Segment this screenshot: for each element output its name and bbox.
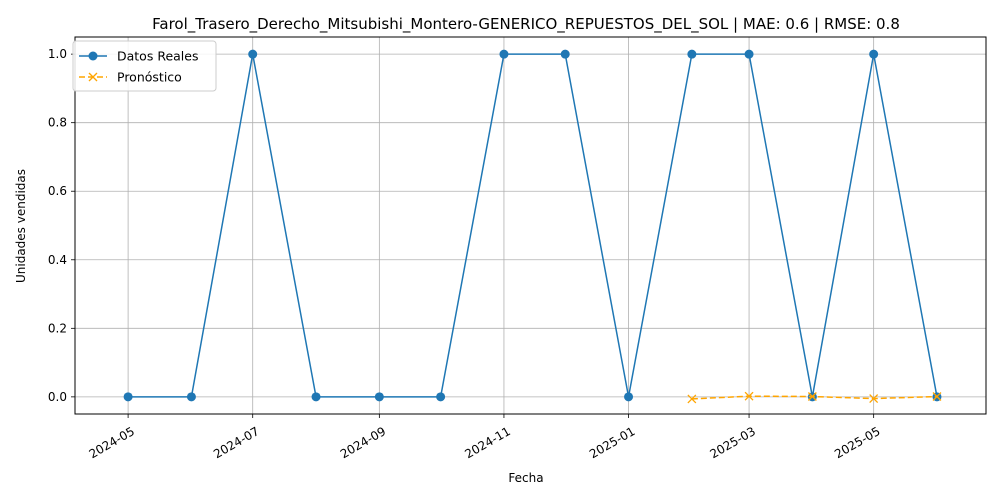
x-marker-stroke (88, 72, 98, 82)
data-point-actual (744, 49, 754, 59)
data-point-forecast (807, 392, 817, 401)
series-layer (123, 49, 942, 404)
data-point-forecast (869, 394, 879, 404)
x-axis-label: Fecha (508, 471, 543, 485)
plot-area-frame (74, 36, 987, 415)
y-axis-ticks: 0.0 0.2 0.4 0.6 0.8 1.0 (48, 47, 75, 404)
data-point-forecast (687, 394, 697, 404)
data-point-actual (869, 49, 879, 59)
x-marker-stroke (932, 392, 942, 401)
y-tick-label: 0.6 (48, 184, 67, 198)
data-point-actual (436, 392, 446, 402)
data-point-actual (560, 49, 570, 59)
y-tick-label: 1.0 (48, 47, 67, 61)
x-marker-stroke (744, 391, 754, 401)
x-marker-stroke (869, 394, 879, 404)
legend-label-actual: Datos Reales (117, 49, 198, 64)
chart-title: Farol_Trasero_Derecho_Mitsubishi_Montero… (152, 15, 900, 34)
data-point-actual (248, 49, 258, 59)
y-tick-label: 0.0 (48, 390, 67, 404)
data-point-actual (624, 392, 634, 402)
data-point-actual (311, 392, 321, 402)
y-tick-label: 0.4 (48, 253, 67, 267)
data-point-forecast (744, 391, 754, 401)
data-point-actual (123, 392, 133, 402)
legend-label-forecast: Pronóstico (117, 70, 182, 85)
data-point-actual (186, 392, 196, 402)
y-tick-label: 0.2 (48, 321, 67, 335)
data-point-actual (374, 392, 384, 402)
y-axis-label: Unidades vendidas (14, 169, 28, 283)
legend-marker-forecast (88, 72, 98, 82)
grid-lines (75, 37, 986, 414)
x-marker-stroke (807, 392, 817, 401)
series-line-actual (128, 53, 938, 398)
legend-marker-actual (88, 51, 98, 61)
x-marker-stroke (687, 394, 697, 404)
legend: Datos Reales Pronóstico (72, 40, 217, 92)
data-point-forecast (932, 392, 942, 401)
legend-box (72, 40, 217, 92)
data-point-actual (499, 49, 509, 59)
data-point-actual (687, 49, 697, 59)
y-tick-label: 0.8 (48, 116, 67, 130)
